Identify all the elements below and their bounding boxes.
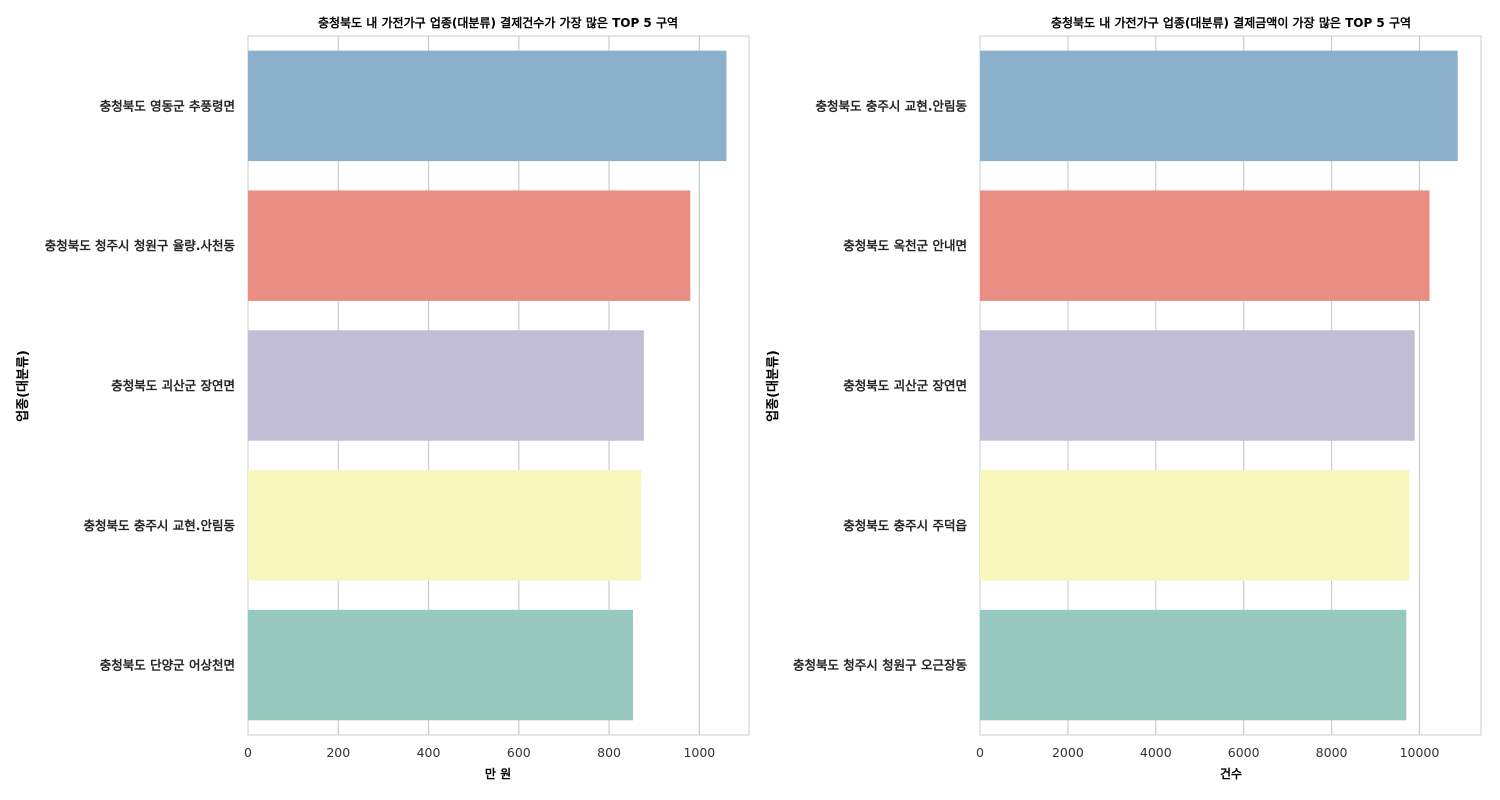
category-label: 충청북도 단양군 어상천면: [100, 658, 235, 673]
x-tick-label: 2000: [1052, 745, 1084, 760]
category-label: 충청북도 옥천군 안내면: [843, 238, 967, 253]
x-tick-label: 400: [417, 745, 441, 760]
bar: [248, 609, 634, 721]
x-tick-label: 10000: [1400, 745, 1440, 760]
category-label: 충청북도 충주시 주덕읍: [843, 518, 967, 533]
bar: [980, 50, 1458, 162]
category-label: 충청북도 괴산군 장연면: [843, 378, 967, 393]
y-axis-label: 업종(대분류): [16, 350, 31, 422]
x-tick-label: 1000: [683, 745, 715, 760]
x-axis-label: 만 원: [485, 766, 511, 781]
x-tick-labels: 0 200 400 600 800 1000: [244, 745, 715, 760]
x-tick-label: 0: [244, 745, 252, 760]
x-tick-label: 800: [597, 745, 621, 760]
x-tick-label: 4000: [1140, 745, 1172, 760]
chart-title: 충청북도 내 가전가구 업종(대분류) 결제금액이 가장 많은 TOP 5 구역: [1051, 15, 1411, 30]
bar: [980, 470, 1410, 581]
category-label: 충청북도 청주시 청원구 오근장동: [793, 658, 968, 673]
category-label: 충청북도 영동군 추풍령면: [100, 98, 235, 113]
bar: [248, 190, 691, 301]
y-axis-label: 업종(대분류): [766, 350, 781, 422]
x-tick-label: 200: [326, 745, 350, 760]
chart-title: 충청북도 내 가전가구 업종(대분류) 결제건수가 가장 많은 TOP 5 구역: [318, 15, 678, 30]
category-label: 충청북도 충주시 교현.안림동: [84, 518, 236, 533]
bar: [248, 330, 644, 441]
bar: [248, 470, 642, 581]
bars: [248, 50, 727, 721]
bar: [980, 330, 1415, 441]
x-axis-label: 건수: [1220, 766, 1242, 781]
bar: [248, 50, 727, 162]
category-label: 충청북도 청주시 청원구 율량.사천동: [45, 238, 236, 253]
x-tick-label: 600: [507, 745, 531, 760]
x-tick-label: 8000: [1316, 745, 1348, 760]
bar: [980, 190, 1430, 301]
x-tick-labels: 0 2000 4000 6000 8000 10000: [976, 745, 1439, 760]
x-tick-label: 6000: [1228, 745, 1260, 760]
category-label: 충청북도 충주시 교현.안림동: [816, 98, 968, 113]
category-label: 충청북도 괴산군 장연면: [111, 378, 235, 393]
bar: [980, 609, 1407, 721]
x-tick-label: 0: [976, 745, 984, 760]
bars: [980, 50, 1458, 721]
